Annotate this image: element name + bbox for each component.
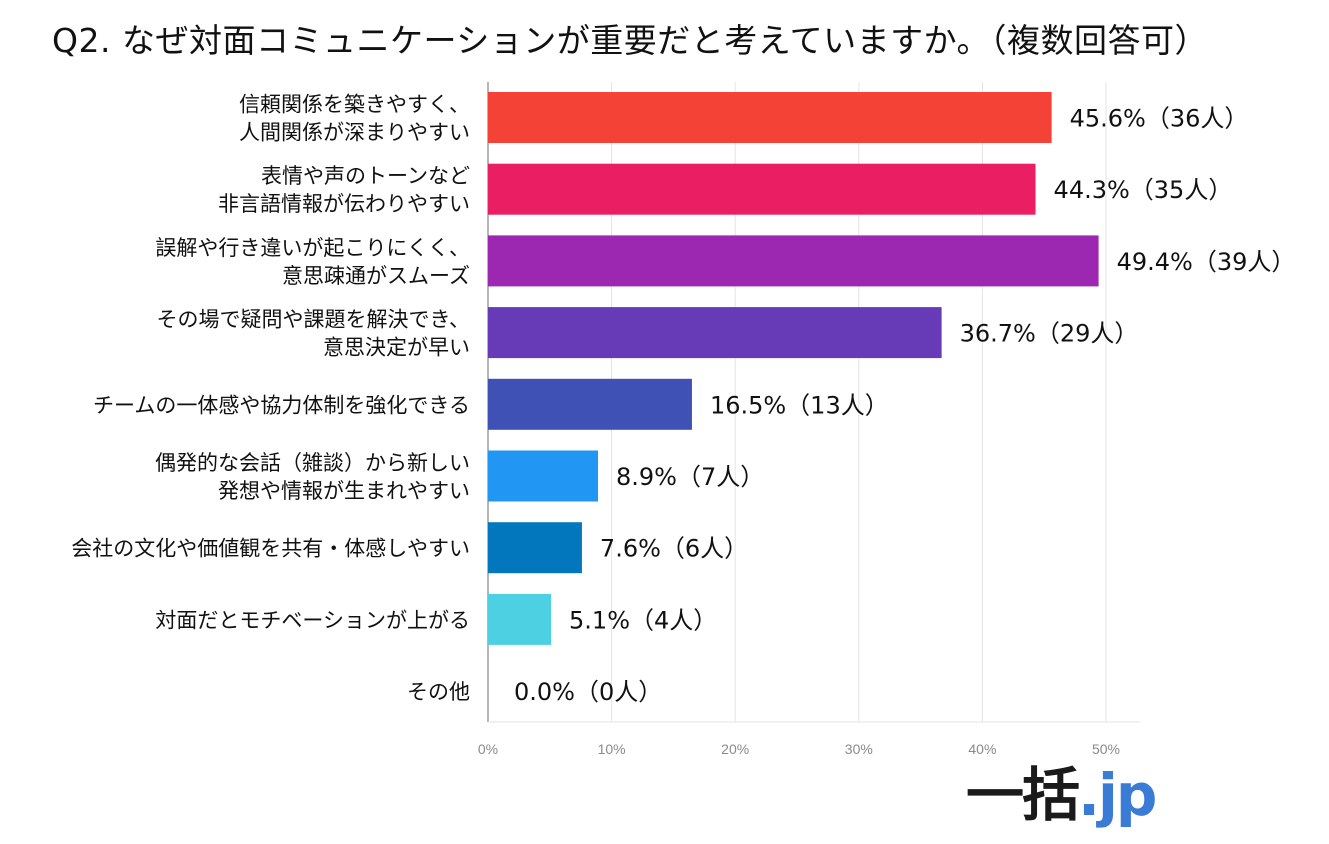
value-labels: 45.6%（36人） 44.3%（35人） 49.4%（39人） 36.7%（29人）…: [514, 105, 1295, 707]
logo-text-main: 一括: [966, 761, 1080, 829]
category-label: その場で疑問や課題を解決でき、: [156, 308, 470, 332]
data-label: 7.6%（6人）: [600, 535, 748, 563]
x-tick-label: 30%: [845, 741, 873, 757]
category-label: 会社の文化や価値観を共有・体感しやすい: [71, 537, 470, 561]
category-label: その他: [407, 680, 470, 704]
data-label: 8.9%（7人）: [616, 463, 764, 491]
data-label: 16.5%（13人）: [710, 391, 889, 419]
category-label: 非言語情報が伝わりやすい: [218, 192, 470, 216]
category-label: チームの一体感や協力体制を強化できる: [93, 393, 470, 417]
bar: [488, 235, 1099, 287]
category-label: 意思決定が早い: [323, 336, 470, 360]
site-logo: 一括.jp: [966, 766, 1157, 824]
data-label: 49.4%（39人）: [1117, 248, 1296, 276]
x-tick-label: 40%: [968, 741, 996, 757]
bar: [488, 307, 942, 359]
bars: [488, 92, 1099, 645]
chart-title: Q2. なぜ対面コミュニケーションが重要だと考えていますか。（複数回答可）: [52, 21, 1208, 60]
category-label: 人間関係が深まりやすい: [239, 121, 470, 145]
x-axis-ticks: 0% 10% 20% 30% 40% 50%: [478, 741, 1120, 757]
category-label: 偶発的な会話（雑談）から新しい: [155, 451, 470, 475]
bar: [488, 163, 1036, 215]
data-label: 45.6%（36人）: [1070, 105, 1249, 133]
logo-text-domain: .jp: [1078, 761, 1157, 829]
x-tick-label: 20%: [721, 741, 749, 757]
category-label: 信頼関係を築きやすく、: [239, 93, 470, 117]
category-label: 意思疎通がスムーズ: [282, 264, 470, 288]
data-label: 5.1%（4人）: [569, 606, 717, 634]
bar: [488, 378, 692, 430]
data-label: 0.0%（0人）: [514, 678, 662, 706]
bar: [488, 92, 1052, 143]
data-label: 44.3%（35人）: [1054, 176, 1233, 204]
x-tick-label: 50%: [1092, 741, 1120, 757]
category-label: 発想や情報が生まれやすい: [218, 479, 470, 503]
category-label: 誤解や行き違いが起こりにくく、: [155, 236, 470, 260]
bar: [488, 522, 582, 574]
category-label: 対面だとモチベーションが上がる: [155, 608, 470, 632]
bar: [488, 450, 599, 502]
data-label: 36.7%（29人）: [960, 320, 1139, 348]
x-tick-label: 10%: [598, 741, 626, 757]
bar: [488, 593, 552, 645]
category-labels: 信頼関係を築きやすく、人間関係が深まりやすい表情や声のトーンなど非言語情報が伝わ…: [71, 93, 470, 705]
x-tick-label: 0%: [478, 741, 498, 757]
category-label: 表情や声のトーンなど: [261, 164, 470, 188]
